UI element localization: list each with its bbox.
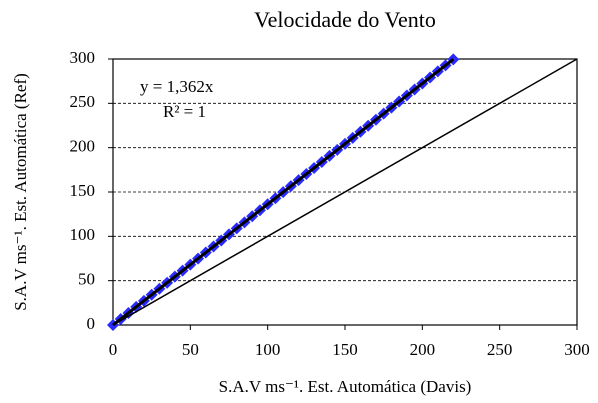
- y-tick-label: 200: [70, 137, 96, 156]
- x-tick-label: 100: [255, 340, 281, 359]
- y-tick-label: 0: [87, 314, 96, 333]
- chart-title: Velocidade do Vento: [254, 7, 436, 32]
- trend-line: [112, 58, 578, 326]
- y-axis-label: S.A.V ms⁻¹. Est. Automática (Ref): [11, 73, 30, 311]
- annotation: y = 1,362x: [140, 77, 214, 96]
- y-tick-label: 250: [70, 92, 96, 111]
- y-tick-label: 100: [70, 225, 96, 244]
- x-tick-label: 0: [109, 340, 118, 359]
- y-tick-label: 150: [70, 181, 96, 200]
- x-tick-label: 50: [182, 340, 199, 359]
- y-tick-label: 300: [70, 48, 96, 67]
- x-tick-label: 300: [564, 340, 590, 359]
- x-tick-label: 250: [487, 340, 513, 359]
- x-tick-label: 150: [332, 340, 358, 359]
- x-tick-label: 200: [410, 340, 436, 359]
- annotation: R² = 1: [163, 102, 206, 121]
- x-axis-label: S.A.V ms⁻¹. Est. Automática (Davis): [219, 377, 472, 396]
- y-tick-label: 50: [78, 270, 95, 289]
- plot-frame: [112, 58, 578, 326]
- trend-line: [112, 58, 455, 327]
